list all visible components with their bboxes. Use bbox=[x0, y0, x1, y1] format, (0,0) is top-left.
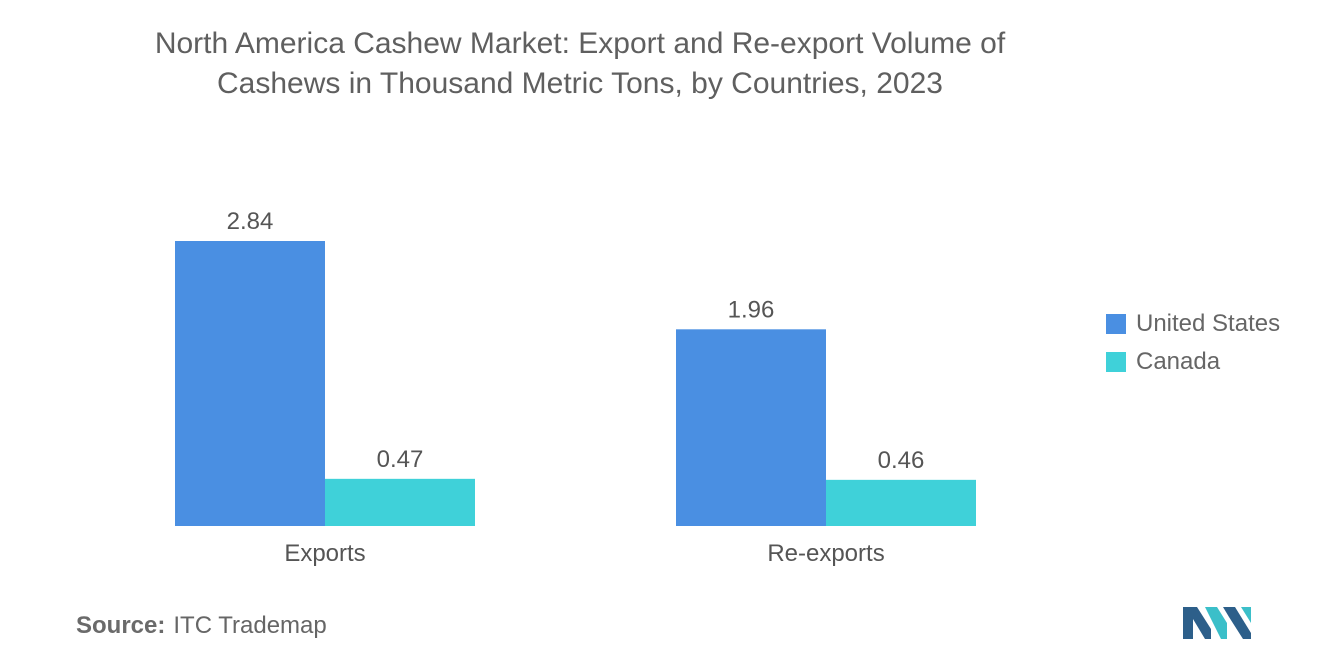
x-tick-label-re-exports: Re-exports bbox=[767, 540, 884, 567]
data-label-exports-united-states: 2.84 bbox=[227, 208, 274, 235]
x-tick-label-exports: Exports bbox=[284, 540, 365, 567]
legend-label-canada: Canada bbox=[1136, 348, 1221, 375]
source-text: ITC Trademap bbox=[173, 612, 327, 639]
legend-swatch-canada bbox=[1106, 352, 1126, 372]
legend-label-united-states: United States bbox=[1136, 310, 1281, 337]
bar-exports-canada bbox=[325, 478, 475, 526]
data-label-exports-canada: 0.47 bbox=[377, 446, 424, 473]
legend-item-united-states: United States bbox=[1106, 305, 1280, 343]
source-note: Source: ITC Trademap bbox=[76, 612, 327, 640]
chart-title: North America Cashew Market: Export and … bbox=[0, 24, 1160, 104]
chart-title-line-1: North America Cashew Market: Export and … bbox=[154, 27, 1006, 60]
bar-re-exports-united-states bbox=[676, 329, 826, 526]
legend: United States Canada bbox=[1106, 305, 1280, 381]
data-label-re-exports-canada: 0.46 bbox=[878, 447, 925, 474]
source-label: Source: bbox=[76, 612, 166, 639]
bar-exports-united-states bbox=[175, 241, 325, 526]
brand-logo-icon bbox=[1183, 607, 1251, 639]
legend-item-canada: Canada bbox=[1106, 343, 1280, 381]
chart-title-line-2: Cashews in Thousand Metric Tons, by Coun… bbox=[217, 67, 943, 100]
bar-re-exports-canada bbox=[826, 479, 976, 526]
legend-swatch-united-states bbox=[1106, 314, 1126, 334]
data-label-re-exports-united-states: 1.96 bbox=[728, 296, 775, 323]
